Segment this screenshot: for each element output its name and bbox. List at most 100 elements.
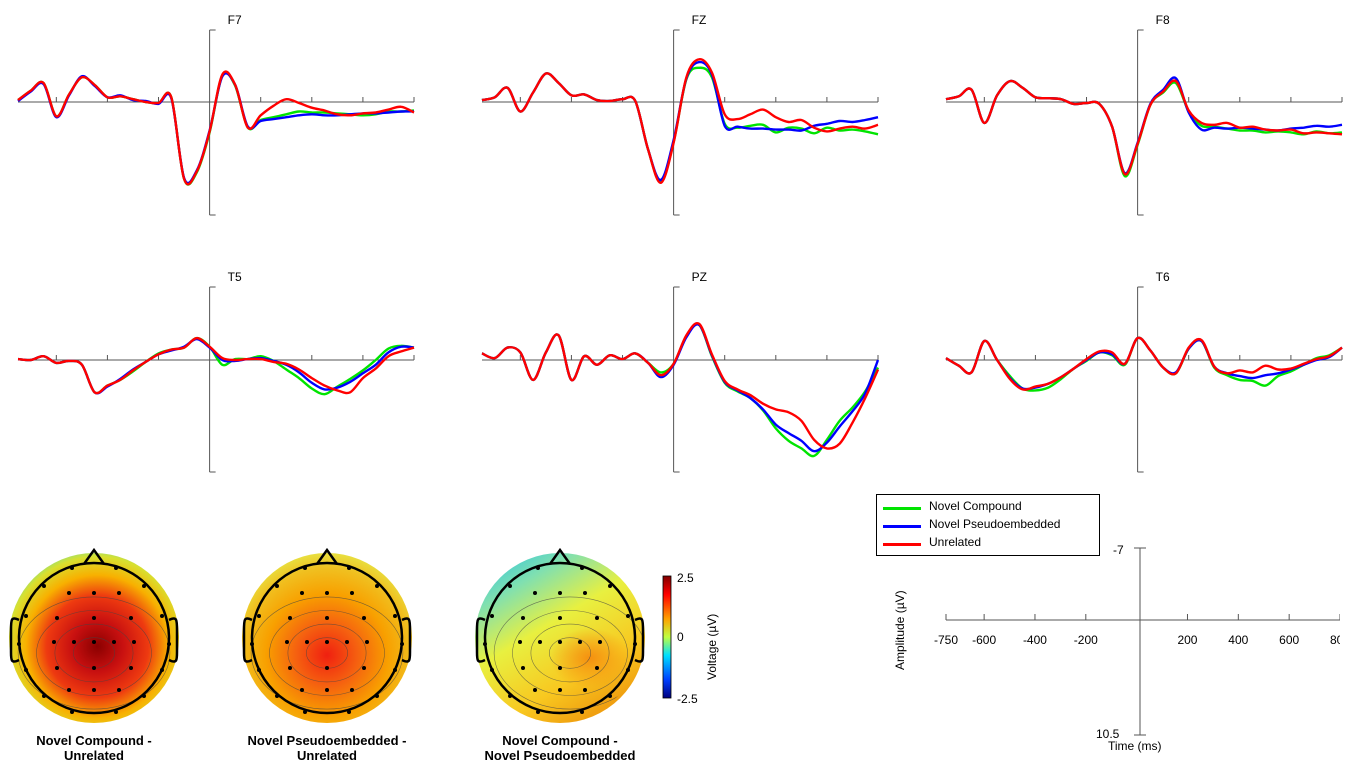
colorbar-min-label: -2.5 — [677, 692, 698, 706]
electrode-dot — [362, 666, 366, 670]
series-line-novel-compound — [17, 336, 415, 396]
electrode-dot — [24, 668, 28, 672]
electrode-dot — [288, 666, 292, 670]
electrode-dot — [55, 616, 59, 620]
electrode-dot — [393, 668, 397, 672]
electrode-dot — [608, 694, 612, 698]
electrode-dot — [365, 640, 369, 644]
erp-panel-fz: FZ — [481, 13, 879, 216]
electrode-dot — [300, 688, 304, 692]
electrode-dot — [325, 616, 329, 620]
scale-ymax-label: 10.5 — [1096, 727, 1120, 741]
electrode-dot — [142, 694, 146, 698]
series-line-unrelated — [17, 336, 415, 395]
electrode-label: T6 — [1156, 270, 1170, 284]
electrode-dot — [490, 668, 494, 672]
scalp-map — [242, 553, 412, 723]
head-outline — [483, 561, 637, 715]
electrode-dot — [24, 614, 28, 618]
electrode-dot — [350, 688, 354, 692]
colorbar-axis-label: Voltage (µV) — [705, 614, 719, 680]
electrode-dot — [160, 668, 164, 672]
topomap-title-1: Novel Compound - Unrelated — [0, 733, 214, 763]
electrode-dot — [42, 694, 46, 698]
topomap-title-3: Novel Compound - Novel Pseudoembedded — [440, 733, 680, 763]
ear-outline — [475, 617, 486, 663]
ear-outline — [634, 617, 645, 663]
electrode-dot — [17, 642, 21, 646]
electrode-dot — [580, 710, 584, 714]
erp-waveform-panels: F7 FZ F8 T5 PZ T6 — [17, 13, 1343, 473]
electrode-dot — [608, 584, 612, 588]
electrode-dot — [92, 616, 96, 620]
ear-outline — [242, 617, 253, 663]
series-line-novel-compound — [17, 71, 415, 186]
electrode-dot — [70, 710, 74, 714]
scale-x-tick-label: 400 — [1228, 633, 1248, 647]
legend: Novel Compound Novel Pseudoembedded Unre… — [876, 494, 1100, 556]
contour-line — [36, 610, 152, 696]
contour-line — [269, 610, 385, 696]
electrode-label: PZ — [692, 270, 707, 284]
topomap-title-1-line2: Unrelated — [64, 748, 124, 763]
topomap-title-2: Novel Pseudoembedded - Unrelated — [207, 733, 447, 763]
scale-xlabel: Time (ms) — [1108, 739, 1162, 753]
electrode-dot — [288, 616, 292, 620]
electrode-dot — [114, 710, 118, 714]
electrode-dot — [325, 666, 329, 670]
electrode-dot — [347, 710, 351, 714]
electrode-dot — [92, 688, 96, 692]
scale-x-tick-label: -400 — [1023, 633, 1047, 647]
contour-line — [17, 596, 171, 710]
series-line-unrelated — [481, 322, 880, 450]
topomap-head-1 — [9, 547, 179, 723]
electrode-dot — [112, 640, 116, 644]
scale-ymin-label: -7 — [1113, 543, 1124, 557]
electrode-dot — [350, 591, 354, 595]
contour-line — [54, 623, 134, 683]
erp-panel-pz: PZ — [481, 270, 880, 473]
electrode-dot — [129, 616, 133, 620]
series-line-unrelated — [945, 336, 1343, 391]
electrode-label: T5 — [228, 270, 242, 284]
electrode-dot — [598, 640, 602, 644]
electrode-dot — [595, 666, 599, 670]
electrode-dot — [42, 584, 46, 588]
contour-line — [250, 596, 404, 710]
topomap-title-2-line1: Novel Pseudoembedded - — [247, 733, 407, 748]
electrode-dot — [521, 616, 525, 620]
legend-label: Novel Pseudoembedded — [929, 517, 1061, 531]
electrode-dot — [67, 591, 71, 595]
topomap-title-3-line1: Novel Compound - — [502, 733, 618, 748]
electrode-dot — [558, 591, 562, 595]
electrode-label: F7 — [228, 13, 242, 27]
ear-outline — [401, 617, 412, 663]
scale-x-tick-label: 800 — [1330, 633, 1340, 647]
electrode-dot — [257, 614, 261, 618]
electrode-dot — [325, 591, 329, 595]
series-line-unrelated — [17, 70, 415, 186]
electrode-dot — [114, 566, 118, 570]
electrode-dot — [305, 640, 309, 644]
electrode-dot — [303, 566, 307, 570]
nose-outline — [548, 547, 572, 565]
electrode-dot — [275, 694, 279, 698]
ear-outline — [9, 617, 20, 663]
electrode-dot — [362, 616, 366, 620]
topomap-title-3-line2: Novel Pseudoembedded — [484, 748, 636, 763]
electrode-dot — [536, 710, 540, 714]
legend-label: Novel Compound — [929, 499, 1022, 513]
scale-x-tick-label: -200 — [1074, 633, 1098, 647]
contour-line — [530, 623, 610, 683]
colorbar — [662, 575, 672, 699]
legend-swatch-green — [883, 507, 921, 510]
electrode-dot — [142, 584, 146, 588]
electrode-dot — [52, 640, 56, 644]
electrode-dot — [633, 642, 637, 646]
colorbar-mid-label: 0 — [677, 630, 684, 644]
electrode-dot — [558, 666, 562, 670]
series-line-novel-compound — [945, 336, 1343, 392]
electrode-dot — [490, 614, 494, 618]
electrode-dot — [533, 688, 537, 692]
electrode-dot — [275, 584, 279, 588]
